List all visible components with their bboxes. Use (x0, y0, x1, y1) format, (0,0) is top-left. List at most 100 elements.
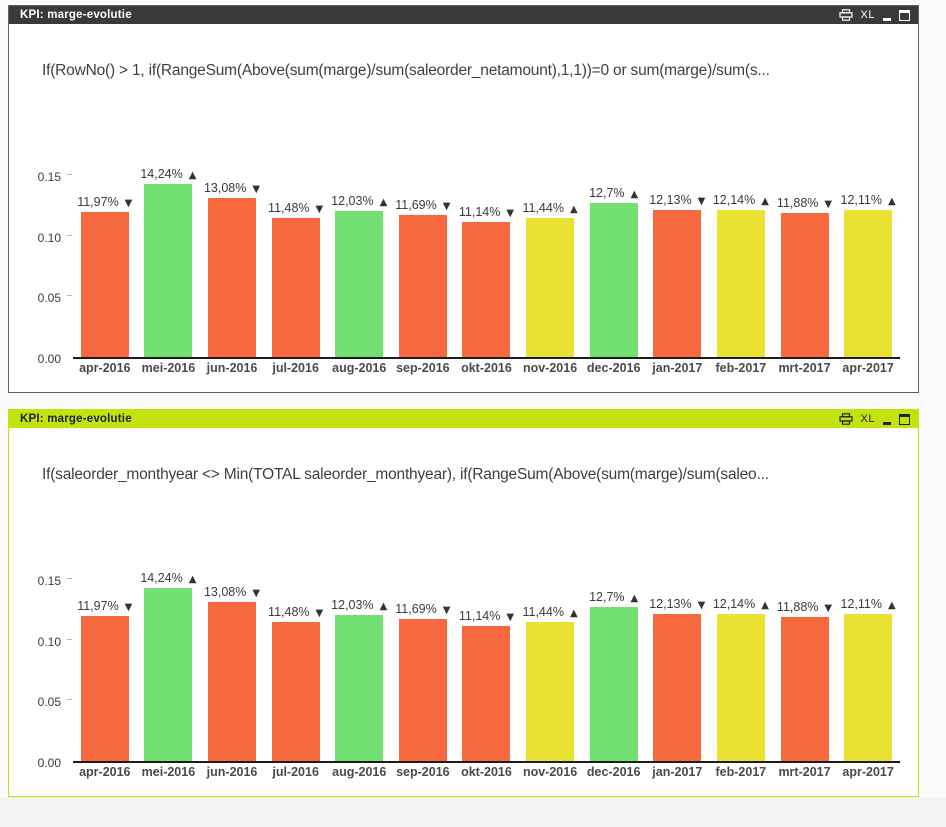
x-axis-label-okt-2016[interactable]: okt-2016 (461, 765, 512, 779)
y-axis-tick-label: 0.00 (37, 352, 61, 366)
bar-apr-2017[interactable] (844, 210, 893, 357)
trend-up-icon: ▲ (379, 197, 388, 208)
bar-jan-2017[interactable] (653, 614, 702, 761)
bar-value-text: 13,08% (203, 585, 247, 599)
x-axis-label-feb-2017[interactable]: feb-2017 (715, 765, 767, 779)
x-axis-label-dec-2016[interactable]: dec-2016 (586, 765, 641, 779)
bar-dec-2016[interactable] (589, 607, 638, 761)
trend-down-icon: ▼ (442, 201, 451, 212)
x-axis-label-jan-2017[interactable]: jan-2017 (652, 765, 703, 779)
x-axis-label-jul-2016[interactable]: jul-2016 (272, 765, 319, 779)
x-axis-label-mrt-2017[interactable]: mrt-2017 (778, 361, 831, 375)
bar-value-label: 12,14% ▲ (713, 193, 769, 207)
bar-value-label: 11,88% ▼ (777, 600, 832, 614)
bar-okt-2016[interactable] (462, 222, 511, 357)
trend-down-icon: ▼ (697, 196, 706, 207)
bar-sep-2016[interactable] (398, 619, 447, 761)
print-icon[interactable] (838, 9, 853, 21)
bar-slot-nov-2016: 11,44% ▲ nov-2016 (518, 153, 582, 375)
x-axis-label-mei-2016[interactable]: mei-2016 (141, 765, 196, 779)
bar-slot-mrt-2017: 11,88% ▼ mrt-2017 (773, 557, 837, 779)
print-icon[interactable] (838, 413, 853, 425)
bar-mrt-2017[interactable] (780, 617, 829, 761)
bar-value-label: 12,14% ▲ (713, 597, 769, 611)
bar-sep-2016[interactable] (398, 215, 447, 357)
trend-down-icon: ▼ (124, 198, 133, 209)
bar-slot-jul-2016: 11,48% ▼ jul-2016 (264, 557, 328, 779)
bar-slot-dec-2016: 12,7% ▲ dec-2016 (582, 153, 646, 375)
bar-slot-mrt-2017: 11,88% ▼ mrt-2017 (773, 153, 837, 375)
y-axis: 0.00 0.05 0.10 0.15 (21, 557, 65, 770)
window-titlebar[interactable]: KPI: marge-evolutie XL (9, 410, 918, 428)
x-axis-label-sep-2016[interactable]: sep-2016 (396, 361, 450, 375)
bar-slot-sep-2016: 11,69% ▼ sep-2016 (391, 153, 455, 375)
x-axis-label-feb-2017[interactable]: feb-2017 (715, 361, 767, 375)
x-axis-label-sep-2016[interactable]: sep-2016 (396, 765, 450, 779)
bar-mei-2016[interactable] (144, 588, 193, 761)
app-background-strip (0, 797, 946, 827)
bar-jan-2017[interactable] (653, 210, 702, 357)
bar-slot-aug-2016: 12,03% ▲ aug-2016 (327, 557, 391, 779)
bar-apr-2016[interactable] (80, 616, 129, 761)
x-axis-label-jun-2016[interactable]: jun-2016 (206, 361, 258, 375)
trend-down-icon: ▼ (506, 612, 515, 623)
bar-okt-2016[interactable] (462, 626, 511, 761)
bar-value-label: 12,7% ▲ (589, 186, 638, 200)
bar-slot-jun-2016: 13,08% ▼ jun-2016 (200, 557, 264, 779)
bar-jun-2016[interactable] (208, 198, 257, 357)
bar-feb-2017[interactable] (716, 210, 765, 357)
x-axis-label-apr-2016[interactable]: apr-2016 (79, 361, 131, 375)
y-axis-tick (67, 578, 72, 579)
bar-mei-2016[interactable] (144, 184, 193, 357)
bar-feb-2017[interactable] (716, 614, 765, 761)
y-axis-tick-label: 0.10 (37, 634, 61, 649)
window-buttons: XL (838, 413, 910, 425)
x-axis-label-aug-2016[interactable]: aug-2016 (332, 361, 387, 375)
bar-jul-2016[interactable] (271, 622, 320, 761)
x-axis-label-mrt-2017[interactable]: mrt-2017 (778, 765, 831, 779)
x-axis-label-jan-2017[interactable]: jan-2017 (652, 361, 703, 375)
bar-apr-2017[interactable] (844, 614, 893, 761)
bar-slot-mei-2016: 14,24% ▲ mei-2016 (137, 153, 201, 375)
bar-mrt-2017[interactable] (780, 213, 829, 357)
minimize-icon[interactable] (883, 10, 891, 21)
export-excel-button[interactable]: XL (860, 9, 875, 21)
maximize-icon[interactable] (899, 413, 910, 425)
minimize-icon[interactable] (883, 414, 891, 425)
bar-value-label: 14,24% ▲ (140, 571, 196, 585)
bar-value-label: 12,11% ▲ (841, 193, 896, 207)
y-axis-tick-label: 0.15 (37, 574, 61, 588)
trend-down-icon: ▼ (506, 208, 515, 219)
x-axis-label-nov-2016[interactable]: nov-2016 (522, 765, 578, 779)
x-axis-label-apr-2017[interactable]: apr-2017 (842, 361, 894, 375)
x-axis-label-apr-2016[interactable]: apr-2016 (79, 765, 131, 779)
x-axis-label-nov-2016[interactable]: nov-2016 (522, 361, 578, 375)
bar-value-label: 11,14% ▼ (459, 205, 514, 219)
kpi-window-bottom: KPI: marge-evolutie XL If(saleorder_mont… (8, 409, 919, 797)
bar-nov-2016[interactable] (526, 218, 575, 357)
maximize-icon[interactable] (899, 9, 910, 21)
x-axis-label-dec-2016[interactable]: dec-2016 (586, 361, 641, 375)
bar-apr-2016[interactable] (80, 212, 129, 357)
x-axis-label-jun-2016[interactable]: jun-2016 (206, 765, 258, 779)
x-axis-label-aug-2016[interactable]: aug-2016 (332, 765, 387, 779)
x-axis-label-jul-2016[interactable]: jul-2016 (272, 361, 319, 375)
bar-dec-2016[interactable] (589, 203, 638, 357)
bar-jun-2016[interactable] (208, 602, 257, 761)
export-excel-button[interactable]: XL (860, 413, 875, 425)
bar-aug-2016[interactable] (335, 615, 384, 761)
bar-nov-2016[interactable] (526, 622, 575, 761)
bar-aug-2016[interactable] (335, 211, 384, 357)
x-axis-label-okt-2016[interactable]: okt-2016 (461, 361, 512, 375)
x-axis-label-mei-2016[interactable]: mei-2016 (141, 361, 196, 375)
bar-value-label: 12,03% ▲ (331, 194, 387, 208)
bar-jul-2016[interactable] (271, 218, 320, 357)
bar-value-text: 11,44% (522, 605, 564, 619)
window-titlebar[interactable]: KPI: marge-evolutie XL (9, 6, 918, 24)
bar-value-text: 11,69% (395, 198, 437, 212)
bar-slot-jun-2016: 13,08% ▼ jun-2016 (200, 153, 264, 375)
x-axis-label-apr-2017[interactable]: apr-2017 (842, 765, 894, 779)
bar-slot-dec-2016: 12,7% ▲ dec-2016 (582, 557, 646, 779)
bar-value-label: 11,48% ▼ (268, 605, 323, 619)
bar-slot-feb-2017: 12,14% ▲ feb-2017 (709, 557, 773, 779)
